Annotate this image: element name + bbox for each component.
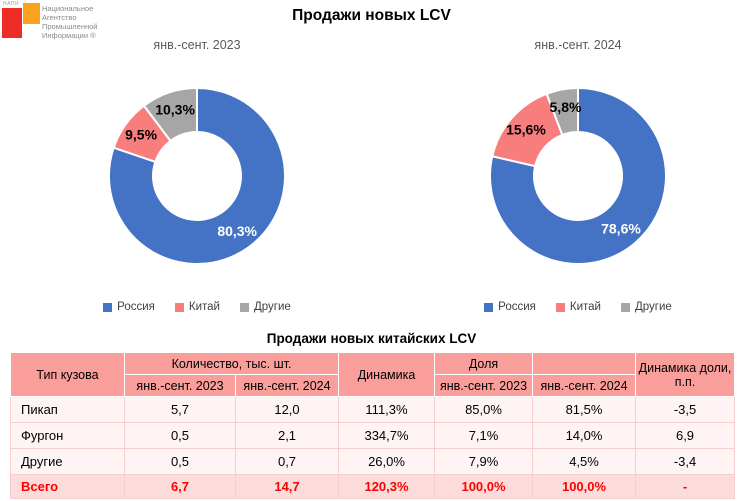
- cell-qty_2023: 6,7: [124, 474, 236, 499]
- cell-qty_2024: 0,7: [234, 448, 340, 475]
- table-row-total: Всего 6,7 14,7 120,3% 100,0% 100,0% -: [10, 474, 736, 499]
- cell-dynamics: 334,7%: [338, 422, 436, 449]
- header-share-2024: янв.-сент. 2024: [532, 374, 637, 397]
- pie-slice-россия: [108, 86, 286, 265]
- header-quantity-group: Количество, тыс. шт.: [123, 352, 340, 375]
- china-lcv-table: Тип кузова Количество, тыс. шт. Динамика…: [10, 352, 736, 499]
- legend-label: Россия: [498, 301, 536, 313]
- logo-red-square: [2, 8, 22, 38]
- cell-share_2024: 14,0%: [532, 422, 637, 449]
- header-dynamics: Динамика: [338, 352, 436, 397]
- pie-value-label: 10,3%: [155, 101, 195, 117]
- cell-share_2024: 100,0%: [532, 474, 637, 499]
- page-title: Продажи новых LCV: [292, 7, 451, 24]
- legend-label: Другие: [253, 301, 291, 313]
- header-share-2023: янв.-сент. 2023: [434, 374, 534, 397]
- header-qty-2023: янв.-сент. 2023: [124, 374, 236, 397]
- cell-dynamics: 26,0%: [338, 448, 436, 475]
- cell-share_2024: 81,5%: [532, 396, 637, 423]
- chart-title-2023: янв.-сент. 2023: [153, 38, 241, 52]
- pie-slice-россия: [489, 86, 667, 265]
- cell-type: Фургон: [10, 422, 125, 449]
- cell-share_2023: 7,1%: [434, 422, 534, 449]
- header-share-group: Доля: [434, 352, 534, 375]
- cell-qty_2023: 0,5: [124, 448, 236, 475]
- legend-marker-icon: [174, 302, 184, 312]
- legend-marker-icon: [484, 302, 494, 312]
- table-row: Другие 0,5 0,7 26,0% 7,9% 4,5% -3,4: [10, 448, 736, 475]
- pie-value-label: 9,5%: [125, 126, 157, 142]
- napi-logo: НАПИ Национальное Агентство Промышленной…: [0, 0, 130, 60]
- legend-label: Китай: [188, 301, 220, 313]
- pie-value-label: 15,6%: [506, 121, 546, 137]
- header-qty-2024: янв.-сент. 2024: [234, 374, 340, 397]
- pie-value-label: 80,3%: [217, 223, 257, 239]
- table-row: Фургон 0,5 2,1 334,7% 7,1% 14,0% 6,9: [10, 422, 736, 449]
- legend-item-другие: Другие: [620, 301, 672, 313]
- header-body-type: Тип кузова: [10, 352, 125, 397]
- logo-acronym-text: НАПИ: [3, 1, 20, 7]
- cell-share_dyn: -3,4: [635, 448, 736, 475]
- cell-type: Пикап: [10, 396, 125, 423]
- header-share-dynamics: Динамика доли, п.п.: [635, 352, 736, 397]
- legend-marker-icon: [620, 302, 630, 312]
- cell-qty_2024: 14,7: [234, 474, 340, 499]
- pie-slice-другие: [142, 86, 198, 143]
- cell-dynamics: 120,3%: [338, 474, 436, 499]
- cell-qty_2023: 0,5: [124, 422, 236, 449]
- pie-value-label: 78,6%: [601, 221, 641, 237]
- legend-item-другие: Другие: [239, 301, 291, 313]
- legend-label: Россия: [117, 301, 155, 313]
- cell-qty_2024: 2,1: [234, 422, 340, 449]
- legend-2023: Россия Китай Другие: [12, 301, 382, 313]
- legend-label: Китай: [569, 301, 601, 313]
- donut-chart-2024: 78,6% 15,6%5,8%: [489, 86, 667, 265]
- table-row: Пикап 5,7 12,0 111,3% 85,0% 81,5% -3,5: [10, 396, 736, 423]
- logo-agency-name: Национальное Агентство Промышленной Инфо…: [42, 4, 98, 40]
- legend-item-китай: Китай: [174, 301, 220, 313]
- cell-share_dyn: -: [635, 474, 736, 499]
- chart-title-2024: янв.-сент. 2024: [534, 38, 622, 52]
- legend-marker-icon: [239, 302, 249, 312]
- logo-orange-square: [23, 3, 40, 24]
- pie-slice-другие: [545, 86, 579, 137]
- cell-qty_2024: 12,0: [234, 396, 340, 423]
- legend-item-россия: Россия: [103, 301, 155, 313]
- header-share-blank: [532, 352, 637, 375]
- legend-item-россия: Россия: [484, 301, 536, 313]
- cell-share_dyn: 6,9: [635, 422, 736, 449]
- cell-type: Всего: [10, 474, 125, 499]
- legend-marker-icon: [103, 302, 113, 312]
- cell-qty_2023: 5,7: [124, 396, 236, 423]
- cell-share_2023: 85,0%: [434, 396, 534, 423]
- cell-dynamics: 111,3%: [338, 396, 436, 423]
- cell-type: Другие: [10, 448, 125, 475]
- cell-share_2023: 7,9%: [434, 448, 534, 475]
- legend-item-китай: Китай: [555, 301, 601, 313]
- legend-label: Другие: [634, 301, 672, 313]
- cell-share_2023: 100,0%: [434, 474, 534, 499]
- cell-share_2024: 4,5%: [532, 448, 637, 475]
- pie-value-label: 5,8%: [550, 99, 582, 115]
- donut-chart-2023: 80,3% 9,5% 10,3%: [108, 86, 286, 265]
- legend-2024: Россия Китай Другие: [393, 301, 743, 313]
- cell-share_dyn: -3,5: [635, 396, 736, 423]
- table-title: Продажи новых китайских LCV: [266, 331, 477, 346]
- legend-marker-icon: [555, 302, 565, 312]
